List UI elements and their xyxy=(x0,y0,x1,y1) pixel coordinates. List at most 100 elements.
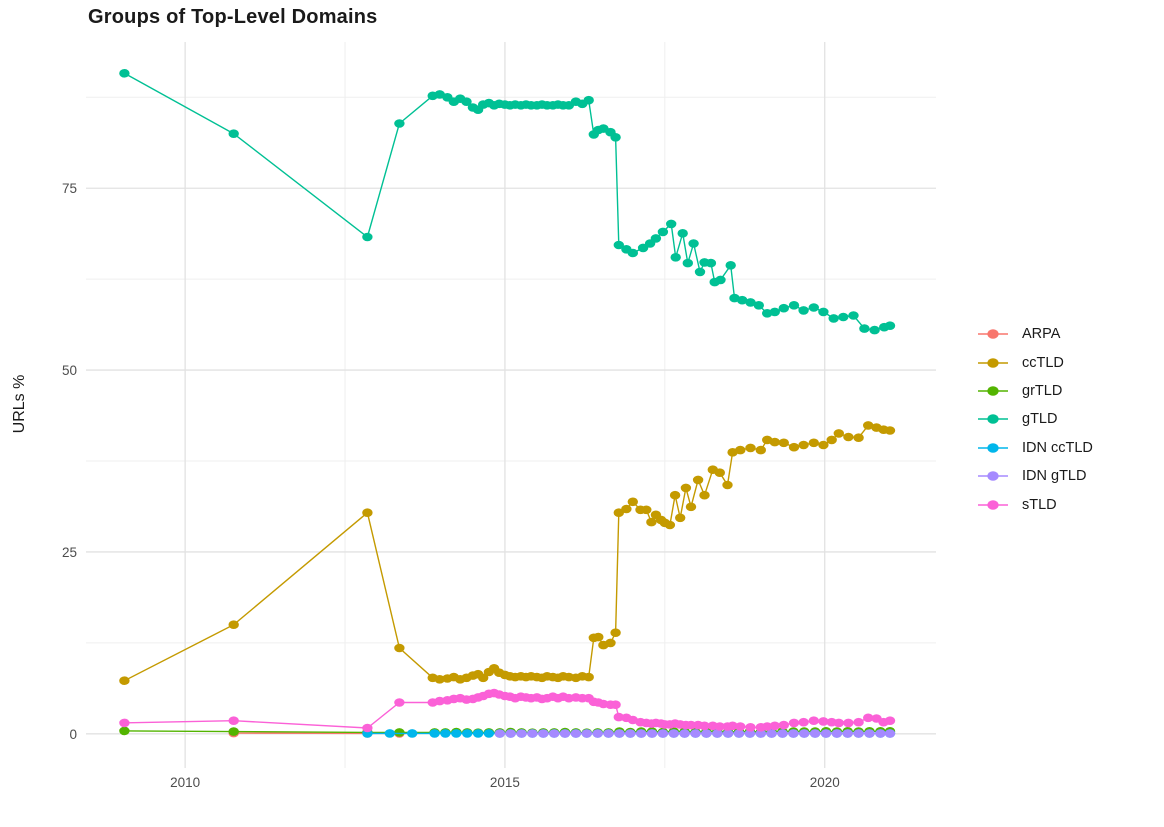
data-point-idn-gtld xyxy=(570,729,582,738)
data-point-cctld xyxy=(853,433,864,443)
data-point-cctld xyxy=(778,438,789,448)
data-point-idn-cctld xyxy=(483,729,495,738)
data-point-idn-cctld xyxy=(429,729,440,738)
legend-item-idn-gtld: IDN gTLD xyxy=(978,462,1093,490)
data-point-cctld xyxy=(621,504,632,514)
legend-item-gtld: gTLD xyxy=(978,405,1093,433)
data-point-idn-gtld xyxy=(581,729,592,738)
data-point-idn-gtld xyxy=(766,729,777,738)
data-point-cctld xyxy=(627,497,638,507)
series-line-gtld xyxy=(124,72,891,331)
data-point-gtld xyxy=(818,307,829,317)
data-point-idn-cctld xyxy=(462,729,473,738)
legend-label: IDN ccTLD xyxy=(1022,439,1093,456)
data-point-stld xyxy=(778,720,789,730)
data-point-cctld xyxy=(675,513,686,523)
data-point-cctld xyxy=(119,676,130,685)
legend-item-idn-cctld: IDN ccTLD xyxy=(978,434,1093,462)
data-point-cctld xyxy=(646,517,657,527)
data-point-gtld xyxy=(119,69,130,78)
data-point-gtld xyxy=(677,229,688,238)
legend: ARPA ccTLD grTLD gTLD IDN ccTLD IDN gTLD sTLD xyxy=(978,320,1093,519)
data-point-idn-cctld xyxy=(407,729,418,738)
data-point-gtld xyxy=(788,301,800,310)
data-point-gtld xyxy=(725,261,736,270)
data-point-gtld xyxy=(682,258,693,268)
legend-label: gTLD xyxy=(1022,411,1058,428)
data-point-cctld xyxy=(722,480,733,490)
data-point-idn-gtld xyxy=(722,729,734,738)
legend-item-arpa: ARPA xyxy=(978,320,1093,348)
data-point-idn-gtld xyxy=(809,729,821,738)
data-point-gtld xyxy=(798,306,809,315)
legend-key-icon xyxy=(978,386,1008,396)
data-point-stld xyxy=(762,722,773,731)
data-point-cctld xyxy=(664,520,676,530)
data-point-idn-gtld xyxy=(668,729,679,738)
data-point-idn-gtld xyxy=(842,729,853,738)
data-point-stld xyxy=(228,716,239,725)
data-point-stld xyxy=(833,718,844,728)
data-point-cctld xyxy=(613,508,624,517)
data-point-idn-gtld xyxy=(636,729,647,738)
data-point-gtld xyxy=(808,303,819,312)
legend-key-icon xyxy=(978,414,1008,425)
data-point-cctld xyxy=(735,445,746,455)
data-point-cctld xyxy=(641,505,652,515)
data-point-idn-gtld xyxy=(538,729,549,738)
data-point-stld xyxy=(788,718,800,728)
data-point-gtld xyxy=(828,314,839,323)
data-point-stld xyxy=(843,718,854,728)
data-point-gtld xyxy=(737,295,748,305)
data-point-stld xyxy=(727,721,738,731)
data-point-idn-gtld xyxy=(788,729,799,738)
data-point-gtld xyxy=(688,239,699,248)
data-point-gtld xyxy=(657,227,669,237)
data-point-cctld xyxy=(478,673,489,683)
data-point-gtld xyxy=(869,325,880,335)
data-point-gtld xyxy=(715,275,726,285)
data-point-cctld xyxy=(394,643,405,653)
data-point-idn-gtld xyxy=(853,729,864,738)
y-tick-label: 0 xyxy=(69,727,77,742)
chart-title: Groups of Top-Level Domains xyxy=(88,6,378,28)
y-tick-label: 25 xyxy=(62,545,77,560)
data-point-grtld xyxy=(228,727,239,736)
data-point-stld xyxy=(808,716,819,725)
data-point-stld xyxy=(798,717,809,727)
data-point-idn-gtld xyxy=(875,729,886,738)
data-point-stld xyxy=(613,712,624,722)
data-point-grtld xyxy=(119,726,130,736)
data-point-gtld xyxy=(705,258,717,268)
legend-item-stld: sTLD xyxy=(978,490,1093,518)
data-point-cctld xyxy=(714,468,725,478)
data-point-stld xyxy=(699,721,710,731)
data-point-cctld xyxy=(685,502,697,512)
data-point-gtld xyxy=(666,219,677,229)
data-point-idn-gtld xyxy=(559,729,571,738)
data-point-gtld xyxy=(859,324,870,333)
data-point-stld xyxy=(863,713,874,723)
data-point-idn-gtld xyxy=(679,729,690,738)
data-point-idn-gtld xyxy=(744,729,756,738)
data-point-idn-gtld xyxy=(733,729,745,738)
data-point-idn-cctld xyxy=(440,729,451,738)
data-point-cctld xyxy=(593,632,604,642)
data-point-cctld xyxy=(769,437,780,447)
data-point-stld xyxy=(714,722,725,731)
data-point-gtld xyxy=(613,240,624,250)
legend-label: sTLD xyxy=(1022,496,1057,513)
data-point-gtld xyxy=(848,311,859,320)
legend-label: ARPA xyxy=(1022,326,1061,343)
data-point-cctld xyxy=(863,421,874,430)
legend-key-icon xyxy=(978,357,1008,368)
data-point-idn-gtld xyxy=(690,729,701,738)
data-point-idn-cctld xyxy=(384,729,395,738)
data-point-cctld xyxy=(692,475,704,485)
legend-key-icon xyxy=(978,442,1008,453)
data-point-grtld xyxy=(394,728,405,737)
data-point-idn-gtld xyxy=(494,729,505,738)
legend-item-grtld: grTLD xyxy=(978,377,1093,405)
